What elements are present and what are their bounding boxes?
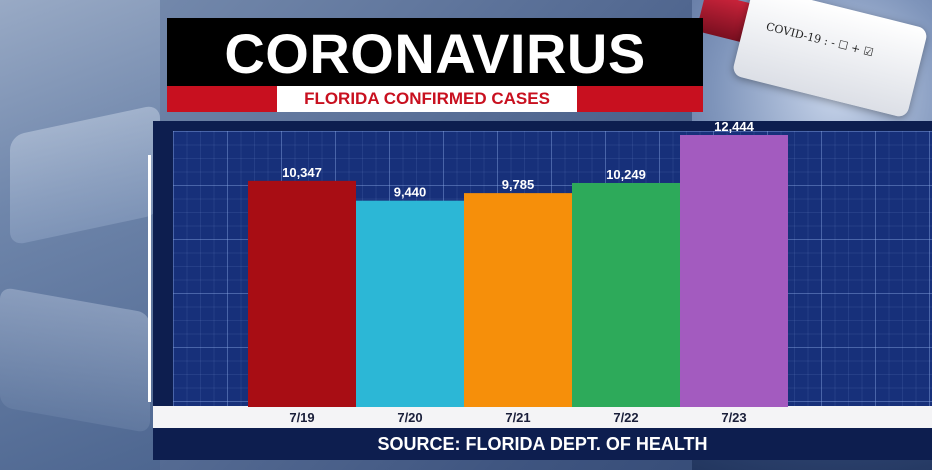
x-tick-label: 7/20 <box>397 410 422 425</box>
bar-value-label: 9,785 <box>502 177 535 192</box>
x-tick-label: 7/22 <box>613 410 638 425</box>
bar-value-label: 9,440 <box>394 185 427 200</box>
bar-7-23 <box>680 135 788 407</box>
x-axis-strip <box>153 406 932 428</box>
page-title: CORONAVIRUS <box>224 22 646 85</box>
bar-value-label: 10,249 <box>606 167 646 182</box>
bar-7-19 <box>248 180 356 407</box>
bar-7-21 <box>464 193 572 407</box>
y-axis-rule <box>148 155 151 402</box>
title-banner: CORONAVIRUS <box>167 18 703 92</box>
bar-chart: 10,347 7/19 9,440 7/20 9,785 7/21 10,249 7/22 12… <box>248 119 788 425</box>
source-text: SOURCE: FLORIDA DEPT. OF HEALTH <box>377 434 708 454</box>
subtitle-banner: FLORIDA CONFIRMED CASES <box>167 86 703 112</box>
test-tube-label: COVID-19 : - ☐ + ☑ <box>764 20 875 60</box>
bar-value-label: 10,347 <box>282 165 322 180</box>
source-bar: SOURCE: FLORIDA DEPT. OF HEALTH <box>153 428 932 460</box>
x-tick-label: 7/23 <box>721 410 746 425</box>
x-tick-label: 7/21 <box>505 410 530 425</box>
chart-subtitle: FLORIDA CONFIRMED CASES <box>277 86 577 112</box>
bar-7-22 <box>572 182 680 407</box>
bar-7-20 <box>356 200 464 407</box>
x-tick-label: 7/19 <box>289 410 314 425</box>
bar-value-label: 12,444 <box>714 119 755 134</box>
